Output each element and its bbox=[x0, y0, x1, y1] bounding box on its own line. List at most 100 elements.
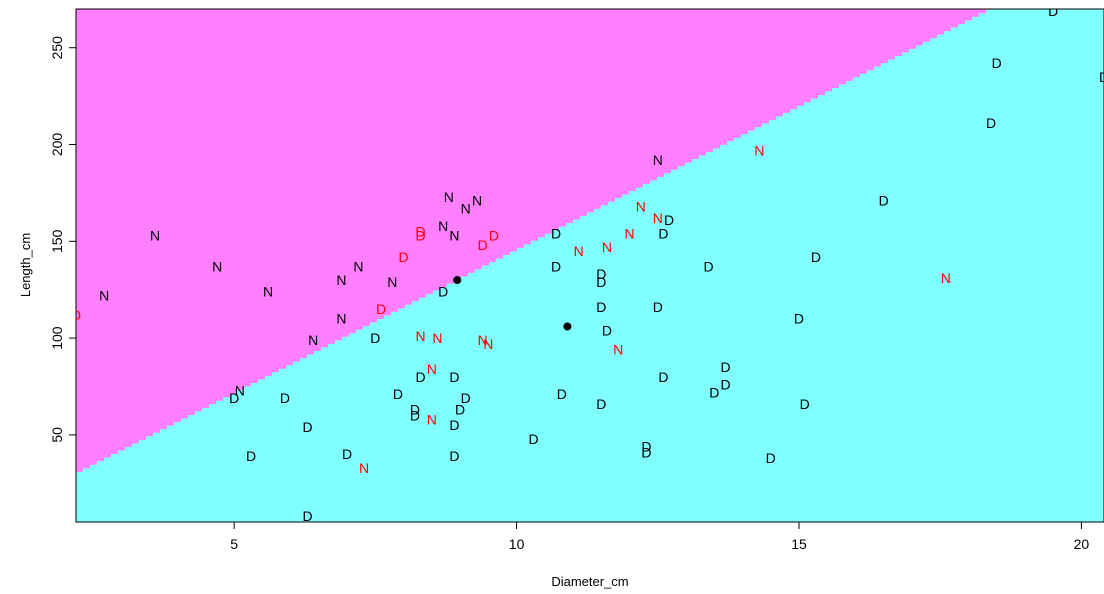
point-n: N bbox=[653, 210, 663, 226]
point-d: D bbox=[280, 390, 290, 406]
point-n: N bbox=[387, 274, 397, 290]
point-n: N bbox=[99, 288, 109, 304]
point-d: D bbox=[720, 359, 730, 375]
y-tick-label: 250 bbox=[49, 36, 65, 60]
point-n: N bbox=[449, 227, 459, 243]
point-n: N bbox=[336, 311, 346, 327]
point-n: N bbox=[444, 189, 454, 205]
point-d: D bbox=[393, 386, 403, 402]
point-d: D bbox=[455, 402, 465, 418]
y-tick-label: 100 bbox=[49, 326, 65, 350]
point-n: N bbox=[235, 382, 245, 398]
point-n: N bbox=[263, 284, 273, 300]
point-d: D bbox=[478, 237, 488, 253]
region-n bbox=[76, 9, 1104, 472]
point-n: N bbox=[432, 330, 442, 346]
point-d: D bbox=[709, 384, 719, 400]
point-d: D bbox=[794, 311, 804, 327]
point-d: D bbox=[811, 249, 821, 265]
point-n: N bbox=[624, 226, 634, 242]
point-n: N bbox=[336, 272, 346, 288]
point-n: N bbox=[359, 460, 369, 476]
point-n: N bbox=[353, 258, 363, 274]
x-tick-label: 5 bbox=[230, 536, 238, 552]
point-d: D bbox=[399, 249, 409, 265]
point-d: D bbox=[658, 369, 668, 385]
point-d: D bbox=[376, 301, 386, 317]
point-d: D bbox=[658, 226, 668, 242]
point-d: D bbox=[551, 226, 561, 242]
point-d: D bbox=[596, 396, 606, 412]
point-d: D bbox=[879, 193, 889, 209]
point-d: D bbox=[229, 390, 239, 406]
point-n: N bbox=[653, 152, 663, 168]
point-d: D bbox=[653, 299, 663, 315]
point-d: D bbox=[438, 284, 448, 300]
point-n: N bbox=[754, 142, 764, 158]
point-d: D bbox=[71, 307, 81, 323]
x-axis-label: Diameter_cm bbox=[551, 574, 628, 589]
point-n: N bbox=[308, 332, 318, 348]
point-d: D bbox=[415, 227, 425, 243]
point-d: D bbox=[1048, 3, 1058, 19]
point-d: D bbox=[641, 439, 651, 455]
point-n: N bbox=[472, 193, 482, 209]
y-axis: 50 100 150 200 250 bbox=[49, 36, 77, 443]
point-n: N bbox=[941, 270, 951, 286]
point-n: N bbox=[613, 342, 623, 358]
point-d: D bbox=[992, 55, 1002, 71]
point-n: N bbox=[574, 243, 584, 259]
point-d: D bbox=[557, 386, 567, 402]
point-n: N bbox=[427, 361, 437, 377]
point-n: N bbox=[415, 328, 425, 344]
point-d: D bbox=[596, 266, 606, 282]
y-tick-label: 200 bbox=[49, 133, 65, 157]
point-d: D bbox=[766, 450, 776, 466]
point-n: N bbox=[483, 336, 493, 352]
point-d: D bbox=[303, 508, 313, 524]
point-d: D bbox=[800, 396, 810, 412]
point-n: N bbox=[212, 258, 222, 274]
point-d: D bbox=[449, 448, 459, 464]
x-axis: 5 10 15 20 bbox=[230, 521, 1090, 552]
point-n: N bbox=[461, 200, 471, 216]
point-d: D bbox=[370, 330, 380, 346]
point-d: D bbox=[1099, 69, 1104, 85]
x-tick-label: 20 bbox=[1074, 536, 1090, 552]
point-n: N bbox=[438, 218, 448, 234]
point-n: N bbox=[602, 239, 612, 255]
point-n: N bbox=[636, 198, 646, 214]
centroid-dot bbox=[453, 276, 462, 285]
point-d: D bbox=[342, 446, 352, 462]
point-d: D bbox=[449, 369, 459, 385]
point-d: D bbox=[664, 212, 674, 228]
y-axis-label: Length_cm bbox=[18, 233, 33, 297]
point-n: N bbox=[150, 227, 160, 243]
point-d: D bbox=[415, 369, 425, 385]
centroids bbox=[453, 276, 572, 331]
y-tick-label: 150 bbox=[49, 229, 65, 253]
point-d: D bbox=[449, 417, 459, 433]
point-n: N bbox=[427, 411, 437, 427]
point-n: N bbox=[478, 332, 488, 348]
x-tick-label: 15 bbox=[791, 536, 807, 552]
point-d: D bbox=[246, 448, 256, 464]
point-d: D bbox=[410, 408, 420, 424]
point-d: D bbox=[410, 402, 420, 418]
point-d: D bbox=[415, 224, 425, 240]
point-d: D bbox=[489, 227, 499, 243]
decision-regions bbox=[76, 9, 1104, 522]
point-d: D bbox=[641, 444, 651, 460]
point-d: D bbox=[704, 258, 714, 274]
point-d: D bbox=[461, 390, 471, 406]
point-d: D bbox=[303, 419, 313, 435]
point-d: D bbox=[596, 299, 606, 315]
point-d: D bbox=[551, 258, 561, 274]
point-d: D bbox=[528, 431, 538, 447]
centroid-dot bbox=[563, 322, 572, 331]
y-tick-label: 50 bbox=[49, 427, 65, 443]
point-d: D bbox=[720, 377, 730, 393]
x-tick-label: 10 bbox=[509, 536, 525, 552]
